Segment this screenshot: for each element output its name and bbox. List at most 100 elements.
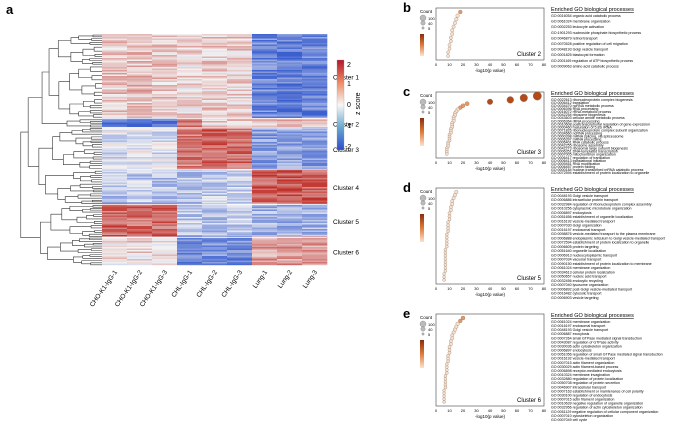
heatmap-cell [252,148,278,150]
heatmap-cell [277,199,303,201]
dendrogram-branch [92,205,102,208]
go-point [445,241,449,246]
go-term: GO:0043603 cellular amide metabolic proc… [551,116,625,120]
heatmap-cell [202,89,228,92]
heatmap-cell [227,146,253,149]
go-point [451,330,456,335]
legend-size-label: 100 [428,100,435,105]
heatmap-cell [277,94,303,96]
heatmap-cell [127,191,153,194]
x-tick-label: 60 [515,62,520,67]
dendrogram-branch [71,130,102,135]
heatmap-cell [252,160,278,162]
heatmap-cell [227,44,253,47]
heatmap-cell [277,221,303,224]
heatmap-cell [227,155,253,158]
heatmap-cell [102,157,128,159]
heatmap-cell [227,161,253,164]
heatmap-cell [302,53,328,56]
go-point [442,278,446,282]
dendrogram-branch [75,137,92,145]
heatmap-cell [102,83,128,86]
heatmap-cell [152,65,178,68]
heatmap-cell [152,89,178,92]
heatmap-cell [277,196,303,198]
legend-color-bar [420,214,424,242]
heatmap-cell [152,241,178,243]
heatmap-cell [227,221,253,224]
legend-size-label: 40 [428,21,433,26]
heatmap-cell [302,146,328,149]
heatmap-cell [302,218,328,221]
heatmap-cell [102,248,128,251]
heatmap-cell [127,188,153,191]
go-term: GO:0016072 rRNA metabolic process [551,110,611,114]
heatmap-cell [102,49,128,51]
heatmap-cell [202,109,228,111]
heatmap-cell [152,223,178,225]
heatmap-cell [277,37,303,39]
heatmap-cell [202,73,228,75]
heatmap-cell [152,59,178,62]
go-term: GO:0000398 mRNA splicing, via spliceosom… [551,135,624,139]
heatmap-cell [152,79,178,81]
heatmap-cell [102,257,128,260]
heatmap-cell [202,79,228,81]
x-tick-label: 20 [461,160,466,165]
heatmap-cell [102,221,128,224]
heatmap-cell [277,178,303,180]
heatmap-cell [152,68,178,71]
heatmap-cell [277,107,303,110]
colorbar-tick-1: 1 [347,81,351,88]
heatmap-cell [202,145,228,147]
heatmap-cell [302,107,328,110]
heatmap-cell [202,136,228,138]
heatmap-cell [152,100,178,102]
heatmap-cell [152,196,178,198]
heatmap-cell [277,53,303,56]
heatmap-cell [252,173,278,176]
heatmap-cell [127,202,153,204]
heatmap-cell [177,58,203,60]
heatmap-cell [102,91,128,93]
heatmap-cell [127,101,153,104]
x-tick-label: 30 [474,62,479,67]
dendrogram-branch [78,111,94,117]
heatmap-cell [177,119,203,122]
heatmap-cell [227,103,253,105]
heatmap-cell [277,88,303,90]
heatmap-cell [252,100,278,102]
heatmap-cell [202,46,228,48]
heatmap-cell [277,97,303,99]
heatmap-cell [177,247,203,249]
heatmap-cell [177,254,203,257]
heatmap-cell [252,143,278,146]
heatmap-cell [177,71,203,74]
heatmap-cell [302,256,328,258]
heatmap-cell [277,137,303,140]
heatmap-cell [102,239,128,242]
heatmap-cell [252,128,278,131]
heatmap-cell [202,172,228,174]
heatmap-cell [152,173,178,176]
heatmap-cell [177,43,203,45]
heatmap-cell [102,245,128,248]
heatmap-cell [127,67,153,69]
x-tick-label: 50 [501,160,506,165]
heatmap-cell [252,146,278,149]
heatmap-cell [152,208,178,210]
heatmap-cell [152,193,178,195]
x-tick-label: 10 [447,408,452,413]
heatmap-cell [277,241,303,243]
heatmap-cell [277,71,303,74]
heatmap-cell [277,263,303,266]
heatmap-cell [127,100,153,102]
dendrogram-branch [69,226,92,234]
heatmap-cell [102,224,128,227]
heatmap-cell [252,133,278,135]
heatmap-cell [302,161,328,164]
heatmap-cell [227,254,253,257]
heatmap-cell [277,106,303,108]
heatmap-cell [152,77,178,80]
